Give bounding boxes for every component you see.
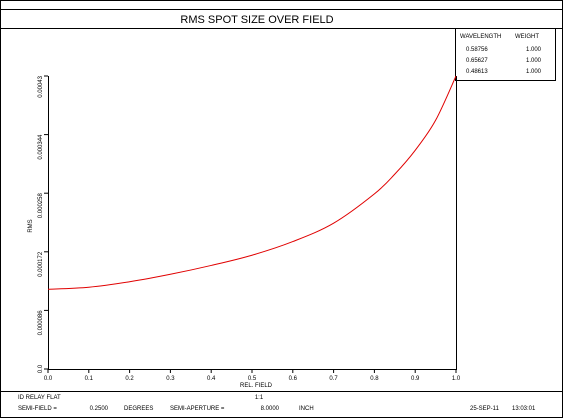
footer-semi-field-value: 0.2500 [90,406,109,412]
chart-title: RMS SPOT SIZE OVER FIELD [180,14,333,26]
footer-time: 13:03:01 [512,406,536,412]
footer-semi-field-unit: DEGREES [124,406,153,412]
legend-weight-3: 1.000 [526,69,542,75]
legend-wavelength-3: 0.48613 [466,69,488,75]
x-tick-label: 0.5 [248,376,257,382]
x-tick-label: 0.4 [207,376,216,382]
footer-semi-aperture-unit: INCH [299,406,314,412]
legend-header-weight: WEIGHT [515,34,539,40]
x-tick-label: 1.0 [452,376,461,382]
legend-wavelength-2: 0.65627 [466,58,488,64]
y-axis-label: RMS [28,219,34,232]
footer-semi-aperture-value: 8.0000 [261,406,280,412]
x-tick-label: 0.3 [166,376,175,382]
legend-weight-2: 1.000 [526,58,542,64]
x-tick-label: 0.1 [85,376,94,382]
legend-header-wavelength: WAVELENGTH [460,34,501,40]
footer-name: ID RELAY FLAT [18,395,61,401]
y-tick-label: 0.000086 [38,310,44,336]
x-tick-label: 0.9 [411,376,420,382]
footer-semi-aperture-label: SEMI-APERTURE = [170,406,225,412]
x-axis-label: REL. FIELD [240,383,273,389]
y-tick-label: 0.000344 [38,134,44,160]
x-tick-label: 0.2 [125,376,134,382]
x-tick-label: 0.7 [329,376,338,382]
y-tick-label: 0.0 [38,364,44,373]
x-tick-label: 0.0 [44,376,53,382]
legend-box [455,28,556,81]
x-tick-label: 0.6 [289,376,298,382]
legend-weight-1: 1.000 [526,47,542,53]
footer-semi-field-label: SEMI-FIELD = [18,406,57,412]
y-ticks: 0.0 0.000086 0.000172 0.000258 0.000344 0.000… [38,75,48,373]
x-ticks: 0.0 0.1 0.2 0.3 0.4 0.5 0.6 0.7 0.8 0.9 1.0 [44,369,461,382]
series-curve [47,75,457,290]
y-tick-label: 0.000258 [38,193,44,219]
footer-date: 25-SEP-11 [470,406,500,412]
y-tick-label: 0.00043 [38,75,44,97]
legend-wavelength-1: 0.58756 [466,47,488,53]
x-tick-label: 0.8 [370,376,379,382]
footer-scale: 1:1 [255,395,264,401]
y-tick-label: 0.000172 [38,251,44,277]
